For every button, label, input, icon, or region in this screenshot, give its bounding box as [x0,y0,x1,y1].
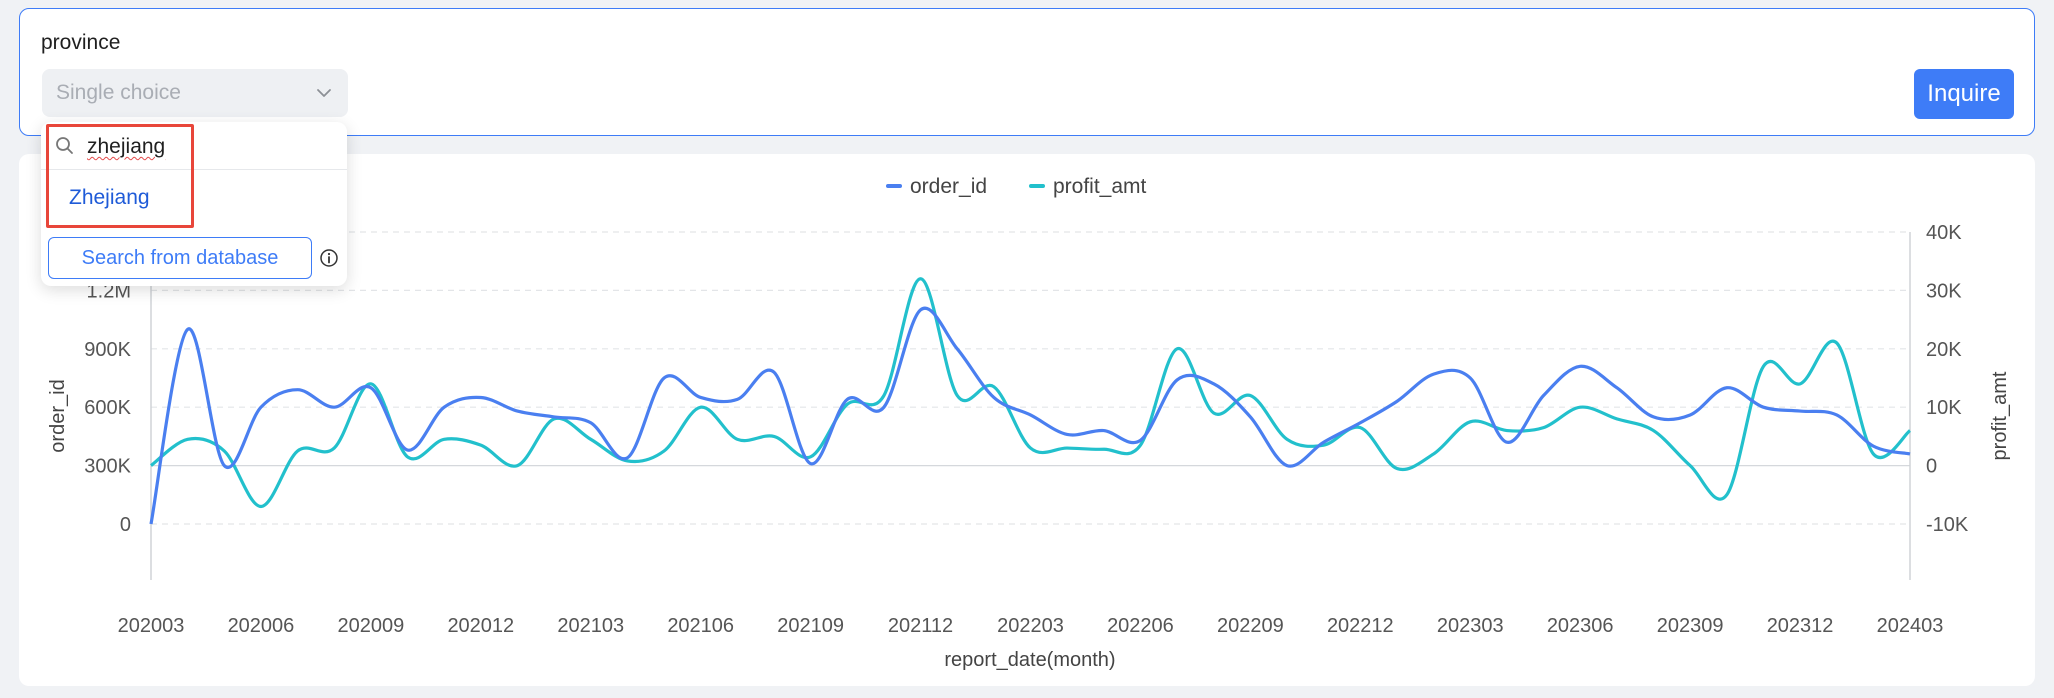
x-tick-label: 202012 [447,615,514,637]
line-chart: -10K010K20K30K40K0300K600K900K1.2M202003… [47,175,2011,671]
x-tick-label: 202112 [888,615,953,637]
y-right-tick-label: -10K [1926,514,1969,536]
dropdown-search-row[interactable]: zhejiang [41,122,347,170]
y-right-tick-label: 20K [1926,339,1962,361]
y-right-tick-label: 40K [1926,222,1962,244]
province-label: province [41,31,121,54]
inquire-button[interactable]: Inquire [1914,69,2014,119]
x-tick-label: 202109 [777,615,844,637]
dropdown-search-input[interactable]: zhejiang [87,135,166,158]
x-tick-label: 202403 [1877,615,1944,637]
x-tick-label: 202309 [1657,615,1724,637]
x-tick-label: 202006 [228,615,295,637]
province-dropdown: zhejiang Zhejiang Search from database [41,122,347,286]
y-right-tick-label: 10K [1926,397,1962,419]
y-left-tick-label: 300K [84,456,131,478]
legend-label-profit-amt: profit_amt [1053,175,1147,198]
y-left-tick-label: 600K [84,397,131,419]
chart-panel: -10K 0 10K 20K 30K 40K 0 300K 600K 900K 1.2M 202003… [19,154,2035,686]
chart-legend: order_id profit_amt [886,175,1147,198]
series-line-order-id [149,306,1911,525]
dropdown-option-zhejiang[interactable]: Zhejiang [69,186,150,209]
chevron-down-icon [317,89,331,97]
chart-axes: -10K010K20K30K40K0300K600K900K1.2M202003… [84,222,1969,637]
y-left-tick-label: 900K [84,339,131,361]
y-left-tick-label: 0 [120,514,131,536]
chart-grid [151,231,1910,525]
chart-series [149,277,1912,525]
x-tick-label: 202206 [1107,615,1174,637]
x-tick-label: 202003 [118,615,185,637]
y-axis-right-title: profit_amt [1989,371,2011,460]
info-icon[interactable] [319,248,339,268]
x-tick-label: 202106 [667,615,734,637]
legend-label-order-id: order_id [910,175,987,198]
y-axis-left-title: order_id [47,379,69,452]
x-tick-label: 202203 [997,615,1064,637]
x-tick-label: 202009 [338,615,405,637]
x-tick-label: 202212 [1327,615,1394,637]
series-line-profit-amt [150,277,1912,509]
y-right-tick-label: 30K [1926,280,1962,302]
x-tick-label: 202303 [1437,615,1504,637]
x-tick-label: 202306 [1547,615,1614,637]
filter-panel: province Single choice Inquire [19,8,2035,136]
x-tick-label: 202209 [1217,615,1284,637]
select-placeholder: Single choice [56,81,181,104]
y-right-tick-label: 0 [1926,456,1937,478]
search-icon [56,137,73,154]
x-tick-label: 202312 [1767,615,1834,637]
x-tick-label: 202103 [557,615,624,637]
search-from-database-button[interactable]: Search from database [48,237,312,279]
x-axis-title: report_date(month) [944,649,1115,671]
province-select[interactable]: Single choice [42,69,348,117]
